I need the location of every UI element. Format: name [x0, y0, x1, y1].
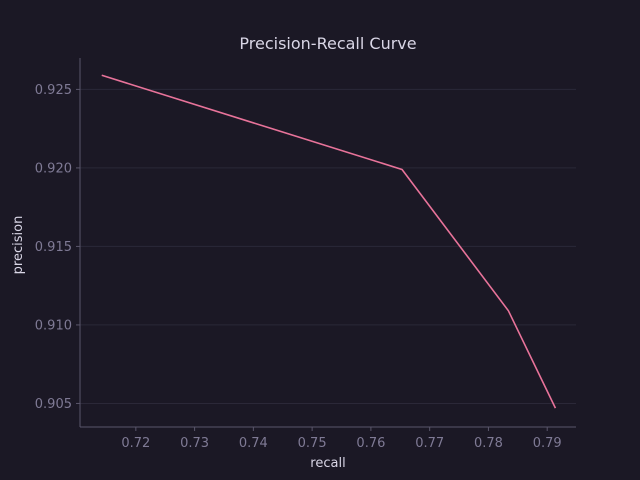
- y-tick-label-3: 0.920: [35, 161, 72, 176]
- axes-layer: [79, 58, 576, 428]
- series-line-0: [101, 74, 557, 409]
- x-tick-label-5: 0.77: [415, 436, 444, 451]
- y-tick-label-2: 0.915: [35, 240, 72, 255]
- y-tick-label-4: 0.925: [35, 83, 72, 98]
- chart-title: Precision-Recall Curve: [239, 34, 416, 53]
- x-tick-label-3: 0.75: [298, 436, 327, 451]
- grid-layer: [80, 88, 576, 404]
- x-tick-label-0: 0.72: [121, 436, 150, 451]
- y-tick-label-0: 0.905: [35, 397, 72, 412]
- x-tick-label-2: 0.74: [239, 436, 268, 451]
- ticks-layer: 0.905 0.910 0.915 0.920 0.925 0.72 0.73 0.74 0.7…: [35, 83, 562, 451]
- y-tick-label-1: 0.910: [35, 318, 72, 333]
- x-tick-label-7: 0.79: [533, 436, 562, 451]
- x-tick-label-1: 0.73: [180, 436, 209, 451]
- series-layer: [101, 74, 557, 409]
- x-axis-label: recall: [310, 456, 345, 471]
- y-axis-label: precision: [11, 216, 26, 275]
- x-tick-label-4: 0.76: [356, 436, 385, 451]
- x-tick-label-6: 0.78: [474, 436, 503, 451]
